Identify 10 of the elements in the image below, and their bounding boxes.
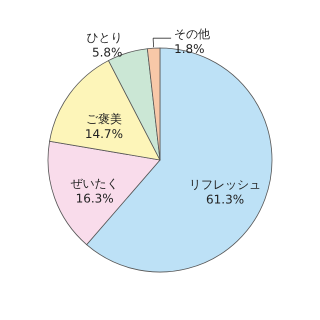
data-label: 5.8% <box>92 45 122 60</box>
slice-label: ひとり <box>86 30 122 44</box>
data-label: 14.7% <box>84 127 123 142</box>
slice-label: ご褒美 <box>86 112 122 126</box>
data-label: 1.8% <box>174 42 205 56</box>
data-label: 61.3% <box>206 192 244 206</box>
data-label: 16.3% <box>76 191 114 206</box>
slice-label: リフレッシュ <box>189 177 262 192</box>
slice-label: その他 <box>174 27 210 42</box>
slice-label: ぜいたく <box>70 176 119 190</box>
